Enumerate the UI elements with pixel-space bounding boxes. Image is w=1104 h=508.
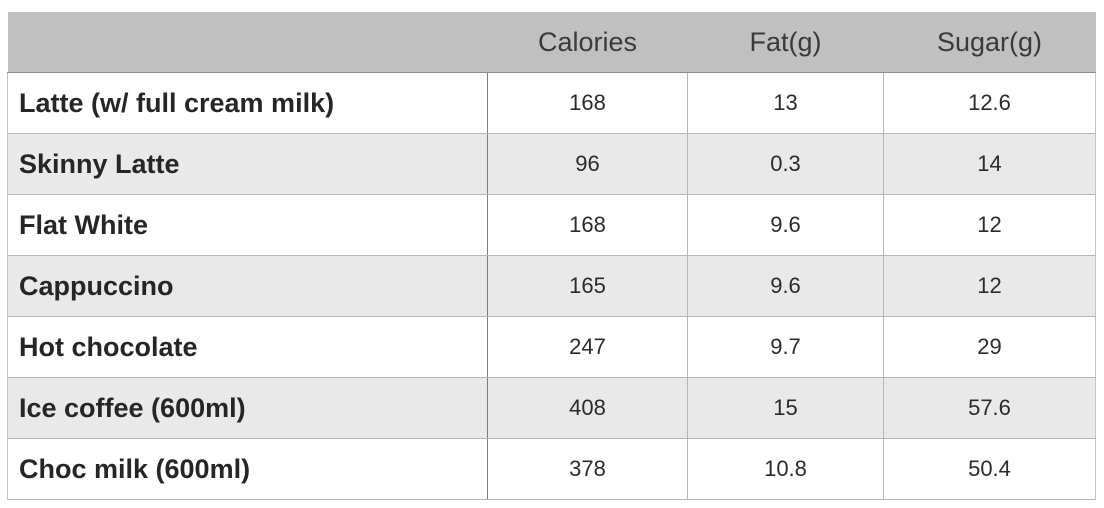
fat-cell: 9.7 xyxy=(687,316,884,378)
header-cell-sugar: Sugar(g) xyxy=(883,12,1096,73)
fat-cell: 9.6 xyxy=(687,255,884,317)
fat-cell: 0.3 xyxy=(687,133,884,195)
fat-cell: 9.6 xyxy=(687,194,884,256)
calories-cell: 168 xyxy=(487,194,688,256)
sugar-cell: 12 xyxy=(883,194,1096,256)
calories-cell: 168 xyxy=(487,72,688,134)
header-cell-calories: Calories xyxy=(487,12,688,73)
sugar-cell: 50.4 xyxy=(883,438,1096,500)
nutrition-table-container: Calories Fat(g) Sugar(g) Latte (w/ full … xyxy=(7,12,1096,500)
calories-cell: 378 xyxy=(487,438,688,500)
calories-cell: 165 xyxy=(487,255,688,317)
sugar-cell: 12 xyxy=(883,255,1096,317)
calories-cell: 96 xyxy=(487,133,688,195)
fat-cell: 13 xyxy=(687,72,884,134)
table-row: Skinny Latte 96 0.3 14 xyxy=(7,133,1096,195)
drink-name-cell: Hot chocolate xyxy=(7,316,488,378)
fat-cell: 10.8 xyxy=(687,438,884,500)
table-row: Ice coffee (600ml) 408 15 57.6 xyxy=(7,377,1096,439)
table-row: Choc milk (600ml) 378 10.8 50.4 xyxy=(7,438,1096,500)
sugar-cell: 57.6 xyxy=(883,377,1096,439)
drink-name-cell: Skinny Latte xyxy=(7,133,488,195)
header-cell-fat: Fat(g) xyxy=(687,12,884,73)
drink-name-cell: Latte (w/ full cream milk) xyxy=(7,72,488,134)
table-body: Latte (w/ full cream milk) 168 13 12.6 S… xyxy=(7,72,1096,500)
table-header: Calories Fat(g) Sugar(g) xyxy=(7,12,1096,73)
drink-name-cell: Cappuccino xyxy=(7,255,488,317)
table-row: Latte (w/ full cream milk) 168 13 12.6 xyxy=(7,72,1096,134)
table-row: Hot chocolate 247 9.7 29 xyxy=(7,316,1096,378)
drink-name-cell: Choc milk (600ml) xyxy=(7,438,488,500)
table-row: Flat White 168 9.6 12 xyxy=(7,194,1096,256)
sugar-cell: 14 xyxy=(883,133,1096,195)
table-row: Cappuccino 165 9.6 12 xyxy=(7,255,1096,317)
calories-cell: 247 xyxy=(487,316,688,378)
fat-cell: 15 xyxy=(687,377,884,439)
calories-cell: 408 xyxy=(487,377,688,439)
header-row: Calories Fat(g) Sugar(g) xyxy=(7,12,1096,73)
sugar-cell: 12.6 xyxy=(883,72,1096,134)
nutrition-table: Calories Fat(g) Sugar(g) Latte (w/ full … xyxy=(7,12,1096,500)
drink-name-cell: Flat White xyxy=(7,194,488,256)
drink-name-cell: Ice coffee (600ml) xyxy=(7,377,488,439)
header-cell-drink xyxy=(7,12,488,73)
sugar-cell: 29 xyxy=(883,316,1096,378)
